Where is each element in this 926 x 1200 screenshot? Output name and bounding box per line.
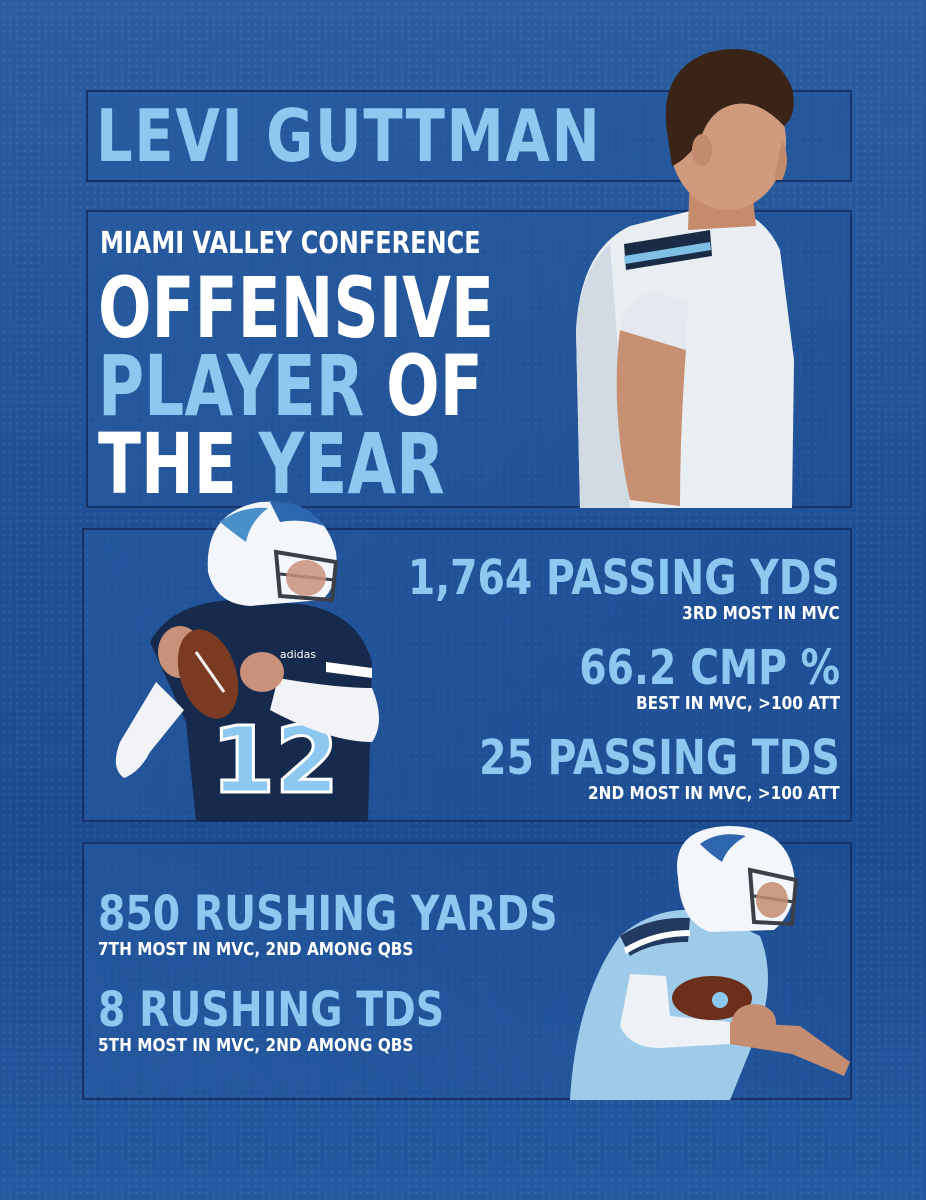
award-title-line-1: OFFENSIVE bbox=[98, 266, 494, 350]
stat-value: 850 RUSHING YARDS bbox=[98, 886, 558, 942]
stat-value: 66.2 CMP % bbox=[579, 640, 840, 696]
stat-rushing-yards: 850 RUSHING YARDS 7TH MOST IN MVC, 2ND A… bbox=[98, 888, 658, 960]
award-title-line-3: THE YEAR bbox=[98, 422, 445, 506]
stat-rushing-tds: 8 RUSHING TDS 5TH MOST IN MVC, 2ND AMONG… bbox=[98, 984, 520, 1056]
stat-note: 7TH MOST IN MVC, 2ND AMONG QBS bbox=[98, 939, 414, 960]
stat-note: 5TH MOST IN MVC, 2ND AMONG QBS bbox=[98, 1035, 414, 1056]
stat-value: 25 PASSING TDS bbox=[479, 730, 840, 786]
award-word-of: OF bbox=[386, 337, 483, 435]
stat-note: 3RD MOST IN MVC bbox=[682, 603, 840, 624]
stat-passing-yards: 1,764 PASSING YDS 3RD MOST IN MVC bbox=[313, 552, 840, 624]
stat-passing-tds: 25 PASSING TDS 2ND MOST IN MVC, >100 ATT bbox=[400, 732, 840, 804]
quarterback-running-photo bbox=[570, 826, 850, 1100]
stat-note: BEST IN MVC, >100 ATT bbox=[635, 693, 840, 714]
award-word-offensive: OFFENSIVE bbox=[98, 259, 494, 357]
award-word-player: PLAYER bbox=[98, 337, 365, 435]
stat-note: 2ND MOST IN MVC, >100 ATT bbox=[588, 783, 840, 804]
stat-value: 8 RUSHING TDS bbox=[98, 982, 445, 1038]
conference-name: MIAMI VALLEY CONFERENCE bbox=[100, 226, 481, 261]
stat-value: 1,764 PASSING YDS bbox=[408, 550, 840, 606]
jersey-brand: adidas bbox=[280, 648, 317, 661]
quarterback-passing-photo: 12 adidas bbox=[115, 501, 379, 822]
award-word-year: YEAR bbox=[258, 415, 445, 513]
player-portrait-photo bbox=[576, 48, 794, 508]
stat-completion-pct: 66.2 CMP % BEST IN MVC, >100 ATT bbox=[522, 642, 840, 714]
award-word-the: THE bbox=[98, 415, 237, 513]
award-title-line-2: PLAYER OF bbox=[98, 344, 483, 428]
player-name: LEVI GUTTMAN bbox=[96, 94, 602, 178]
